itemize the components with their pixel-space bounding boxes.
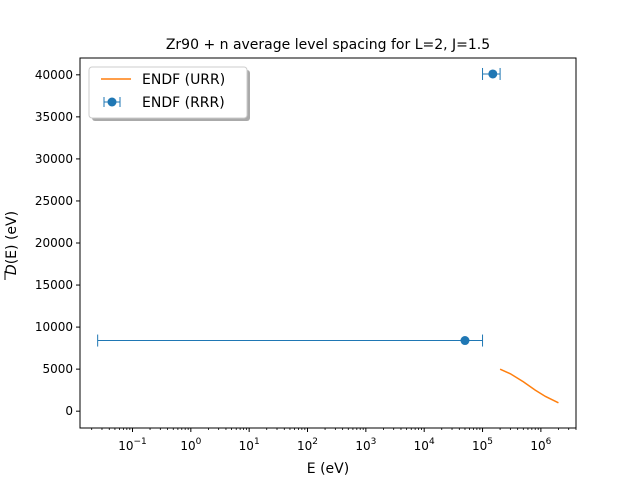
y-tick-label-8: 40000 [35,68,73,82]
y-axis-label-text: D(E) (eV) [4,211,20,275]
rrr-marker-1 [488,69,498,79]
x-tick-label-7: 106 [530,437,551,453]
y-tick-label-3: 15000 [35,278,73,292]
y-tick-label-5: 25000 [35,194,73,208]
errorbar-point-0 [97,334,484,347]
x-tick-label-2: 101 [239,437,260,453]
x-axis: 10−1 100 101 102 103 104 105 106 [91,428,577,453]
x-tick-label-5: 104 [414,437,435,453]
y-tick-label-4: 20000 [35,236,73,250]
y-axis: 0 5000 10000 15000 20000 25000 30000 35000 40000 [35,68,80,418]
x-tick-label-1: 100 [180,437,201,453]
x-tick-label-4: 103 [355,437,376,453]
y-axis-label-rest: (E) (eV) [4,211,20,264]
series-urr-line [499,368,559,404]
y-axis-label-symbol: D [4,264,20,275]
rrr-marker-0 [460,336,470,346]
legend-rrr-label: ENDF (RRR) [142,95,225,111]
legend-rrr-swatch [103,97,121,107]
x-tick-label-3: 102 [297,437,318,453]
errorbar-point-1 [482,67,501,80]
y-tick-label-0: 0 [65,404,73,418]
y-axis-label: D(E) (eV) [4,211,20,280]
x-tick-label-0: 10−1 [118,437,147,453]
x-axis-label: E (eV) [307,461,349,477]
y-tick-label-2: 10000 [35,320,73,334]
x-tick-label-6: 105 [472,437,493,453]
y-tick-label-6: 30000 [35,152,73,166]
y-tick-label-7: 35000 [35,110,73,124]
y-tick-label-1: 5000 [42,362,73,376]
chart-title: Zr90 + n average level spacing for L=2, … [166,37,490,53]
legend: ENDF (URR) ENDF (RRR) [88,66,250,121]
series-layer [97,67,559,404]
legend-urr-label: ENDF (URR) [142,72,225,88]
